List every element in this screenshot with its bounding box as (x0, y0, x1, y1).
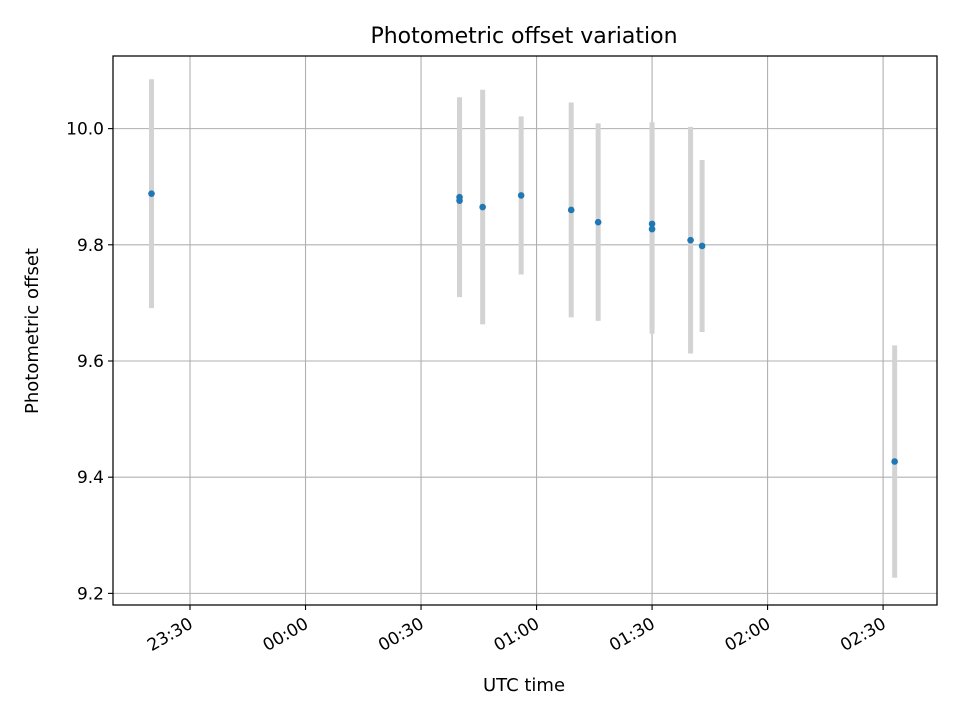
data-point (687, 236, 694, 244)
data-points (148, 190, 898, 465)
data-point (891, 458, 898, 465)
y-tick-label: 9.4 (77, 468, 104, 488)
chart-title: Photometric offset variation (370, 24, 677, 49)
y-tick-label: 10.0 (66, 120, 104, 140)
data-point (648, 225, 656, 233)
y-axis-ticks: 9.2 9.4 9.6 9.8 10.0 (66, 120, 113, 604)
x-axis-label: UTC time (483, 675, 565, 696)
data-point (517, 192, 525, 199)
y-tick-label: 9.6 (77, 352, 104, 372)
data-point (148, 190, 155, 197)
plot-frame (112, 55, 938, 606)
data-point (648, 220, 656, 228)
data-point (594, 218, 602, 226)
y-tick-label: 9.2 (77, 584, 104, 604)
data-point (456, 193, 463, 201)
y-gridlines (113, 128, 937, 594)
data-point (698, 242, 706, 250)
data-point (567, 206, 575, 214)
data-point (479, 203, 486, 211)
y-tick-label: 9.8 (77, 236, 104, 256)
y-axis-label: Photometric offset (22, 248, 43, 414)
